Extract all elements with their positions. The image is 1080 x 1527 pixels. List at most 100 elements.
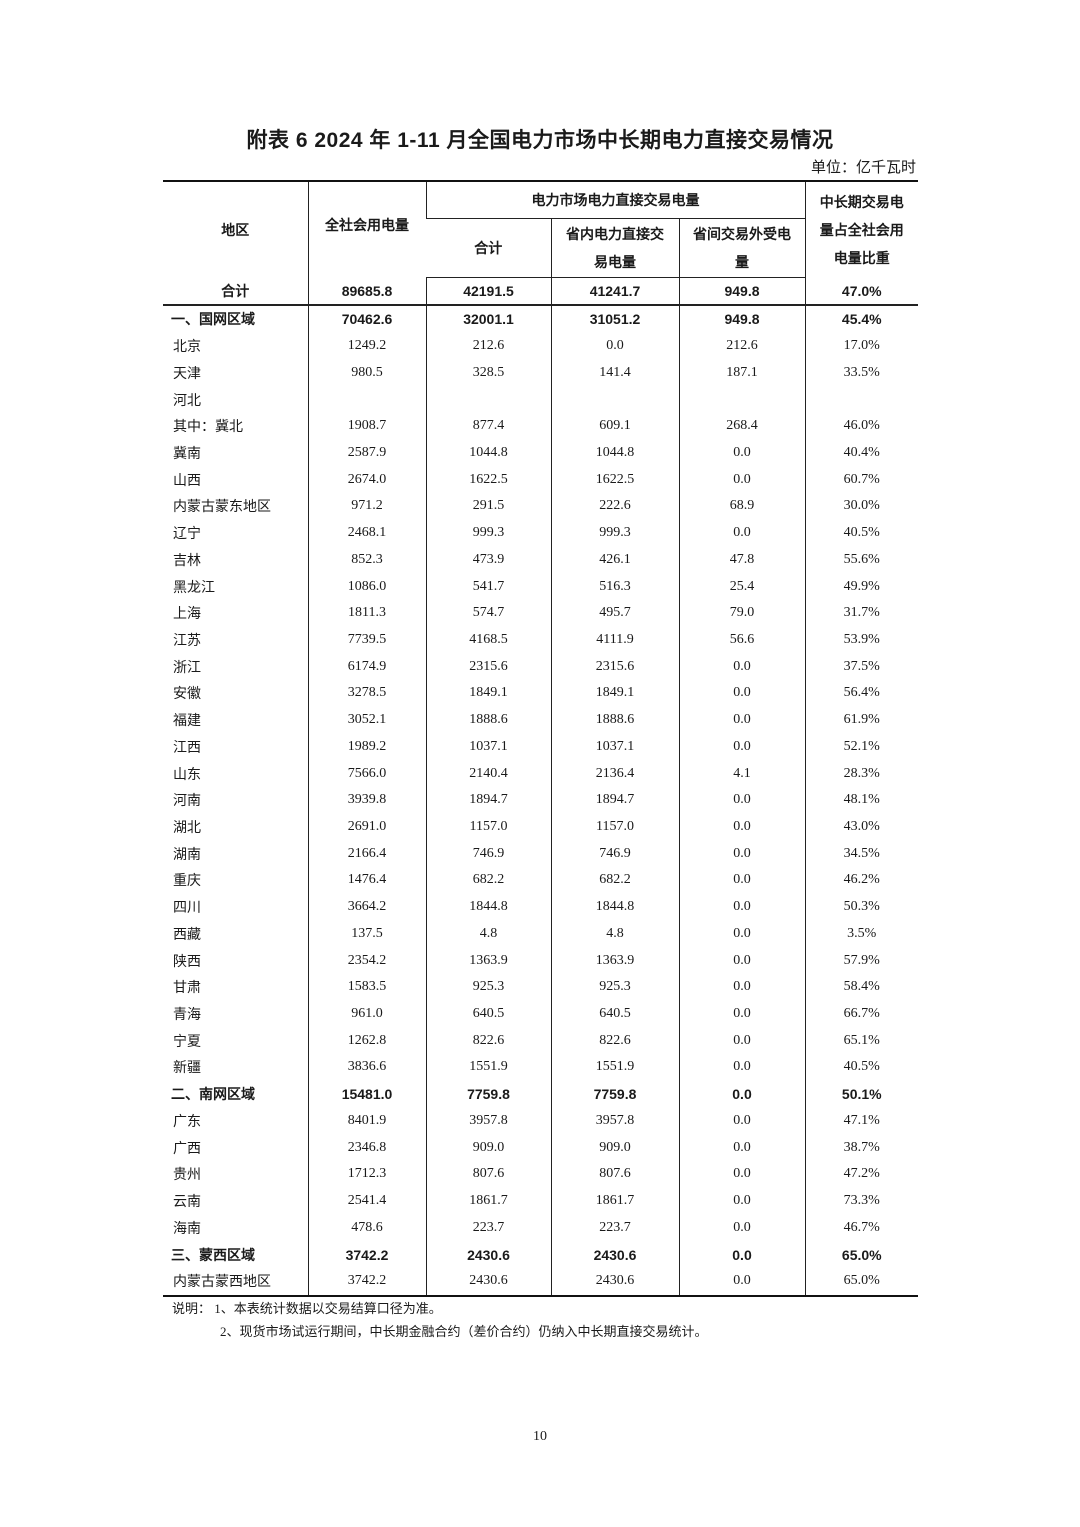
table-row: 江西 1989.2 1037.1 1037.1 0.0 52.1% [163, 733, 919, 761]
cell-total-consumption: 1908.7 [307, 412, 426, 440]
trade-table: 地区 全社会用电量 电力市场电力直接交易电量 中长期交易电量占全社会用电量比重 … [163, 180, 919, 1297]
cell-inter-province: 0.0 [678, 706, 806, 734]
cell-share: 47.2% [804, 1161, 919, 1188]
cell-region: 天津 [173, 366, 201, 382]
table-row: 青海 961.0 640.5 640.5 0.0 66.7% [163, 1000, 919, 1028]
header-share: 中长期交易电量占全社会用电量比重 [804, 180, 919, 278]
cell-region: 黑龙江 [173, 580, 215, 596]
cell-share [804, 386, 919, 413]
table-row: 云南 2541.4 1861.7 1861.7 0.0 73.3% [163, 1187, 919, 1215]
cell-inter-province: 0.0 [678, 786, 806, 814]
cell-total-consumption: 1712.3 [307, 1161, 426, 1188]
cell-share: 17.0% [804, 332, 919, 360]
cell-direct-total: 1894.7 [425, 786, 551, 814]
cell-share: 65.0% [804, 1267, 919, 1297]
cell-share: 37.5% [804, 653, 919, 681]
header-region: 地区 [163, 180, 308, 278]
cell-share: 30.0% [804, 493, 919, 520]
cell-intra-province: 4.8 [550, 920, 679, 948]
cell-intra-province: 495.7 [550, 599, 679, 627]
cell-intra-province: 909.0 [550, 1134, 679, 1161]
cell-share: 38.7% [804, 1134, 919, 1161]
table-row: 上海 1811.3 574.7 495.7 79.0 31.7% [163, 599, 919, 627]
cell-direct-total: 2140.4 [425, 760, 551, 787]
cell-inter-province: 0.0 [678, 1107, 806, 1135]
cell-total-consumption: 15481.0 [307, 1080, 426, 1108]
cell-intra-province: 640.5 [550, 1000, 679, 1028]
cell-inter-province: 0.0 [678, 1080, 806, 1108]
cell-total-consumption: 1811.3 [307, 599, 426, 627]
cell-direct-total: 1888.6 [425, 706, 551, 734]
cell-region: 青海 [173, 1008, 201, 1024]
cell-region: 重庆 [173, 874, 201, 890]
table-row: 山西 2674.0 1622.5 1622.5 0.0 60.7% [163, 466, 919, 494]
table-row: 安徽 3278.5 1849.1 1849.1 0.0 56.4% [163, 680, 919, 707]
cell-direct-total: 2430.6 [425, 1267, 551, 1297]
cell-inter-province: 0.0 [678, 1134, 806, 1161]
cell-intra-province: 2136.4 [550, 760, 679, 787]
cell-total-consumption [307, 386, 426, 413]
cell-total-consumption: 89685.8 [307, 277, 426, 306]
cell-region: 西藏 [173, 927, 201, 943]
cell-share: 65.1% [804, 1027, 919, 1055]
cell-region: 上海 [173, 607, 201, 623]
table-row: 宁夏 1262.8 822.6 822.6 0.0 65.1% [163, 1027, 919, 1055]
cell-direct-total: 1849.1 [425, 680, 551, 707]
cell-intra-province: 1037.1 [550, 733, 679, 761]
cell-region: 广东 [173, 1114, 201, 1130]
cell-total-consumption: 7566.0 [307, 760, 426, 787]
cell-region: 河北 [173, 393, 201, 409]
cell-intra-province: 1894.7 [550, 786, 679, 814]
total-row: 合计 89685.8 42191.5 41241.7 949.8 47.0% [163, 277, 919, 306]
table-row: 广东 8401.9 3957.8 3957.8 0.0 47.1% [163, 1107, 919, 1135]
cell-intra-province [550, 386, 679, 413]
cell-intra-province: 2315.6 [550, 653, 679, 681]
cell-direct-total [425, 386, 551, 413]
cell-region: 一、国网区域 [171, 311, 255, 328]
cell-region: 二、南网区域 [171, 1086, 255, 1103]
cell-direct-total: 909.0 [425, 1134, 551, 1161]
cell-direct-total: 1844.8 [425, 893, 551, 921]
cell-direct-total: 1037.1 [425, 733, 551, 761]
table-row: 内蒙古蒙东地区 971.2 291.5 222.6 68.9 30.0% [163, 493, 919, 520]
cell-direct-total: 682.2 [425, 867, 551, 894]
cell-intra-province: 746.9 [550, 840, 679, 868]
cell-share: 47.0% [804, 277, 919, 306]
table-row: 浙江 6174.9 2315.6 2315.6 0.0 37.5% [163, 653, 919, 681]
cell-direct-total: 541.7 [425, 573, 551, 600]
cell-direct-total: 223.7 [425, 1214, 551, 1242]
cell-intra-province: 2430.6 [550, 1241, 679, 1268]
cell-share: 60.7% [804, 466, 919, 494]
table-row: 福建 3052.1 1888.6 1888.6 0.0 61.9% [163, 706, 919, 734]
cell-direct-total: 877.4 [425, 412, 551, 440]
cell-total-consumption: 2691.0 [307, 813, 426, 841]
header-inter-province-label: 省间交易外受电量 [693, 226, 791, 270]
cell-intra-province: 999.3 [550, 519, 679, 547]
cell-total-consumption: 2354.2 [307, 947, 426, 974]
cell-intra-province: 1157.0 [550, 813, 679, 841]
cell-share: 65.0% [804, 1241, 919, 1268]
cell-inter-province: 56.6 [678, 626, 806, 654]
cell-region: 湖南 [173, 847, 201, 863]
cell-intra-province: 141.4 [550, 359, 679, 387]
table-title: 附表 6 2024 年 1-11 月全国电力市场中长期电力直接交易情况 [246, 129, 834, 152]
table-row: 重庆 1476.4 682.2 682.2 0.0 46.2% [163, 867, 919, 894]
cell-intra-province: 1044.8 [550, 439, 679, 467]
cell-region: 辽宁 [173, 527, 201, 543]
table-row: 陕西 2354.2 1363.9 1363.9 0.0 57.9% [163, 947, 919, 974]
cell-direct-total: 328.5 [425, 359, 551, 387]
cell-direct-total: 42191.5 [425, 277, 551, 306]
table-row: 新疆 3836.6 1551.9 1551.9 0.0 40.5% [163, 1054, 919, 1081]
table-row: 其中：冀北 1908.7 877.4 609.1 268.4 46.0% [163, 412, 919, 440]
cell-direct-total: 1157.0 [425, 813, 551, 841]
cell-inter-province [678, 386, 806, 413]
table-row: 四川 3664.2 1844.8 1844.8 0.0 50.3% [163, 893, 919, 921]
cell-direct-total: 32001.1 [425, 305, 551, 333]
cell-region: 山东 [173, 767, 201, 783]
table-row: 河南 3939.8 1894.7 1894.7 0.0 48.1% [163, 786, 919, 814]
table-row: 山东 7566.0 2140.4 2136.4 4.1 28.3% [163, 760, 919, 787]
cell-share: 50.1% [804, 1080, 919, 1108]
region-row: 三、蒙西区域 3742.2 2430.6 2430.6 0.0 65.0% [163, 1241, 919, 1268]
cell-region: 冀南 [173, 446, 201, 462]
cell-total-consumption: 852.3 [307, 546, 426, 574]
